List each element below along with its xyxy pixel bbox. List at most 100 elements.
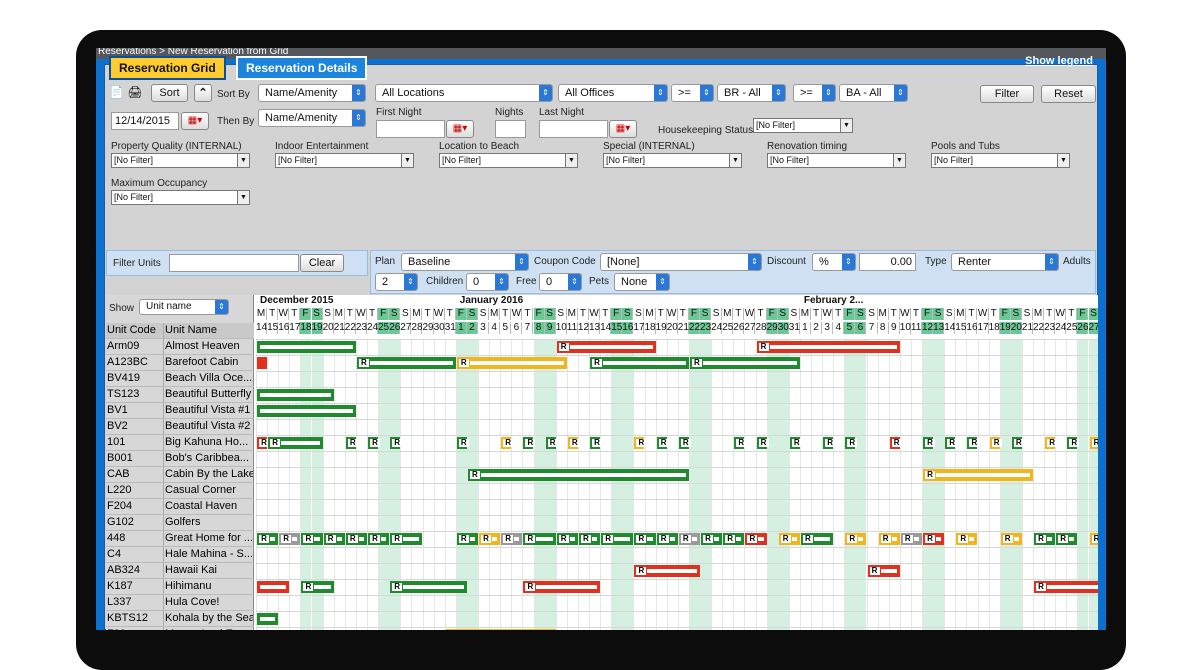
reservation-bar[interactable]: R <box>590 437 602 449</box>
table-row[interactable]: Arm09 Almost Heaven <box>106 339 254 355</box>
day-number[interactable]: 2 <box>466 322 478 334</box>
bathroom-operator-select[interactable]: >= ⇕ <box>793 84 836 102</box>
day-number[interactable]: 25 <box>1066 322 1078 334</box>
day-number[interactable]: 30 <box>777 322 789 334</box>
table-row[interactable]: CAB Cabin By the Lake <box>106 467 254 483</box>
tab-reservation-details[interactable]: Reservation Details <box>236 56 368 80</box>
print-icon[interactable]: 🖨 <box>127 85 143 99</box>
day-number[interactable]: 26 <box>389 322 401 334</box>
reservation-bar[interactable]: R <box>989 437 1002 449</box>
day-number[interactable]: 24 <box>367 322 379 334</box>
table-row[interactable]: L337 Hula Cove! <box>106 595 254 611</box>
reservation-bar[interactable]: R <box>301 581 334 593</box>
filter-button[interactable]: Filter <box>980 85 1034 103</box>
table-row[interactable]: BV2 Beautiful Vista #2 <box>106 419 254 435</box>
day-number[interactable]: 24 <box>711 322 723 334</box>
reservation-bar[interactable]: R <box>734 437 747 449</box>
day-number[interactable]: 20 <box>322 322 334 334</box>
reservation-bar[interactable]: R <box>1067 437 1080 449</box>
reservation-bar[interactable]: R <box>368 533 390 545</box>
day-number[interactable]: 1 <box>455 322 467 334</box>
reservation-bar[interactable]: R <box>701 533 723 545</box>
day-number[interactable]: 27 <box>744 322 756 334</box>
reservation-bar[interactable]: R <box>279 533 301 545</box>
day-number[interactable]: 3 <box>822 322 834 334</box>
day-number[interactable]: 29 <box>766 322 778 334</box>
reservation-bar[interactable]: R <box>656 437 669 449</box>
reservation-bar[interactable]: R <box>878 533 900 545</box>
day-number[interactable]: 17 <box>289 322 301 334</box>
reservation-bar[interactable]: R <box>1089 437 1098 449</box>
reservation-bar[interactable]: R <box>456 533 478 545</box>
reservation-bar[interactable]: R <box>456 437 469 449</box>
reservation-bar[interactable]: R <box>845 533 867 545</box>
day-number[interactable]: 20 <box>1010 322 1022 334</box>
reservation-bar[interactable]: R <box>723 533 745 545</box>
day-number[interactable]: 21 <box>677 322 689 334</box>
day-number[interactable]: 18 <box>300 322 312 334</box>
plan-select[interactable]: Baseline ⇕ <box>401 253 529 271</box>
discount-type-select[interactable]: % ⇕ <box>812 253 856 271</box>
reservation-bar[interactable]: R <box>345 437 358 449</box>
reservation-bar[interactable]: R <box>390 533 423 545</box>
export-icon[interactable]: 📄 <box>109 85 124 99</box>
day-number[interactable]: 28 <box>411 322 423 334</box>
reservation-bar[interactable]: R <box>1000 533 1022 545</box>
reservation-bar[interactable]: R <box>900 533 922 545</box>
reservation-bar[interactable]: R <box>301 533 323 545</box>
reservation-bar[interactable]: R <box>578 533 601 545</box>
table-row[interactable]: F204 Coastal Haven <box>106 499 254 515</box>
day-number[interactable]: 2 <box>811 322 823 334</box>
day-number[interactable]: 27 <box>1088 322 1098 334</box>
day-number[interactable]: 13 <box>589 322 601 334</box>
reservation-bar[interactable]: R <box>1011 437 1024 449</box>
reservation-bar[interactable]: R <box>467 469 689 481</box>
day-number[interactable]: 17 <box>633 322 645 334</box>
day-number[interactable]: 15 <box>611 322 623 334</box>
day-number[interactable]: 23 <box>355 322 368 334</box>
reservation-bar[interactable]: R <box>590 357 689 369</box>
reservation-bar[interactable]: R <box>634 533 656 545</box>
reservation-bar[interactable]: R <box>634 437 647 449</box>
day-number[interactable]: 17 <box>977 322 989 334</box>
day-number[interactable]: 7 <box>522 322 534 334</box>
day-number[interactable]: 4 <box>833 322 845 334</box>
offices-select[interactable]: All Offices ⇕ <box>558 84 668 102</box>
reservation-bar[interactable]: R <box>778 533 800 545</box>
day-number[interactable]: 4 <box>489 322 501 334</box>
table-row[interactable]: G102 Golfers <box>106 515 254 531</box>
reservation-bar[interactable]: R <box>1034 581 1098 593</box>
reservation-bar[interactable]: R <box>556 533 578 545</box>
sort-by-select[interactable]: Name/Amenity ⇕ <box>258 84 366 102</box>
day-number[interactable]: 25 <box>722 322 734 334</box>
reservation-bar[interactable]: R <box>1034 533 1056 545</box>
then-by-select[interactable]: Name/Amenity ⇕ <box>258 109 366 127</box>
reservation-bar[interactable]: R <box>923 437 935 449</box>
table-row[interactable]: 101 Big Kahuna Ho... <box>106 435 254 451</box>
day-number[interactable]: 15 <box>267 322 279 334</box>
reservation-bar[interactable]: R <box>689 357 800 369</box>
table-row[interactable]: 448 Great Home for ... <box>106 531 254 547</box>
day-number[interactable]: 28 <box>755 322 767 334</box>
reservation-bar[interactable]: R <box>456 357 567 369</box>
filter-select[interactable]: [No Filter] ▼ <box>111 153 250 168</box>
day-number[interactable]: 6 <box>511 322 523 334</box>
day-number[interactable]: 6 <box>855 322 867 334</box>
reservation-bar[interactable]: R <box>678 533 700 545</box>
reservation-bar[interactable]: R <box>368 437 380 449</box>
day-number[interactable]: 8 <box>533 322 545 334</box>
day-number[interactable]: 31 <box>444 322 456 334</box>
calendar-icon[interactable]: ▦▾ <box>446 120 474 138</box>
day-number[interactable]: 16 <box>278 322 290 334</box>
table-row[interactable]: AB324 Hawaii Kai <box>106 563 254 579</box>
day-number[interactable]: 10 <box>555 322 567 334</box>
reservation-bar[interactable]: R <box>268 437 323 449</box>
reservation-bar[interactable]: R <box>479 533 501 545</box>
reservation-bar[interactable] <box>257 389 334 401</box>
day-number[interactable]: 23 <box>700 322 712 334</box>
day-number[interactable]: 14 <box>600 322 612 334</box>
filter-select[interactable]: [No Filter] ▼ <box>439 153 578 168</box>
reservation-bar[interactable]: R <box>800 533 834 545</box>
reservation-bar[interactable]: R <box>1045 437 1058 449</box>
reservation-bar[interactable]: R <box>501 437 514 449</box>
